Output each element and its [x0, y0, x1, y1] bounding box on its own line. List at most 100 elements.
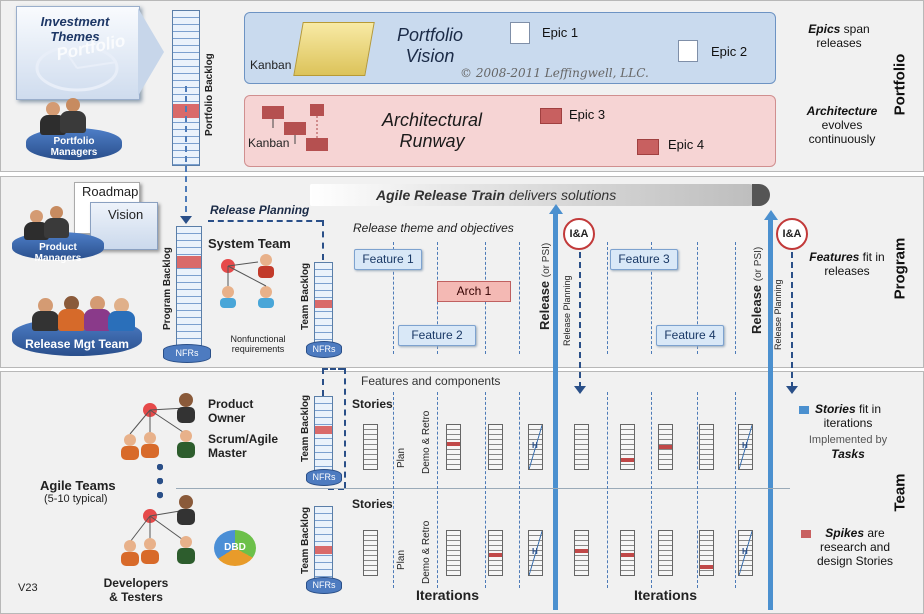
- portfolio-managers-label: Portfolio Managers: [50, 136, 98, 158]
- connector-team-v2: [322, 368, 324, 396]
- epic3-marker: [540, 108, 562, 124]
- plan-label-2: Plan: [396, 549, 407, 570]
- release-train-text: Agile Release Train delivers solutions: [376, 187, 616, 203]
- portfolio-band-label: Portfolio: [891, 53, 909, 116]
- team1-backlog-stack: [314, 396, 333, 472]
- connector-program-team-h: [208, 220, 322, 222]
- team-guide-1: [393, 392, 394, 588]
- connector-arrowhead-1: [180, 216, 192, 224]
- release-arrow-2: [768, 218, 773, 610]
- release-train-nose: [752, 184, 770, 206]
- plan-label-1: Plan: [396, 447, 407, 468]
- connector-team-v: [344, 368, 346, 488]
- spikes-note: Spikes are research and design Stories: [812, 526, 898, 568]
- program-nfrs: NFRs: [163, 344, 211, 363]
- feature-3: Feature 3: [610, 249, 678, 270]
- pm-body-2: [44, 218, 69, 238]
- architecture-note-rest: evolves continuously: [808, 118, 876, 146]
- demo-retro-label-2: Demo & Retro: [421, 520, 432, 584]
- release-arrow-1: [553, 212, 558, 610]
- feature-2: Feature 2: [398, 325, 476, 346]
- epic4-label: Epic 4: [668, 137, 705, 152]
- architecture-note-em: Architecture: [806, 104, 878, 118]
- iter-r1-5: [574, 424, 589, 470]
- iter-r1-4: H: [528, 424, 543, 470]
- iter-r1-4-h: H: [532, 441, 538, 450]
- iter-r1-2-red: [447, 442, 460, 446]
- program-guide-8: [735, 242, 736, 354]
- team1-nfrs: NFRs: [306, 469, 342, 486]
- program-guide-4: [519, 242, 520, 354]
- portfolio-backlog-label: Portfolio Backlog: [204, 53, 215, 136]
- stories-note-rest: fit in iterations: [823, 402, 882, 430]
- release-label-2: Release (or PSI): [749, 247, 764, 334]
- spikes-note-em: Spikes: [825, 526, 864, 540]
- iter-r1-2: [446, 424, 461, 470]
- pm-head-2: [50, 206, 63, 219]
- release-planning-drop-1: [579, 252, 581, 388]
- developers-org-icon: [121, 495, 195, 566]
- rm-body-3: [84, 309, 111, 331]
- ia-icon-1: I&A: [563, 218, 595, 250]
- pie-chart-icon: [35, 44, 119, 92]
- iterations-label-1: Iterations: [416, 587, 480, 603]
- kanban-vision-label: Kanban: [250, 58, 292, 72]
- iterations-label-2: Iterations: [634, 587, 698, 603]
- product-owner-org-icon: [121, 393, 195, 460]
- iter-r2-6-red: [621, 553, 634, 557]
- team-guide-8: [735, 392, 736, 588]
- iter-r1-9-h: H: [742, 441, 748, 450]
- iter-r2-3: [488, 530, 503, 576]
- stories-note-em: Stories: [814, 402, 856, 416]
- demo-retro-label-1: Demo & Retro: [421, 410, 432, 474]
- rm-body-2: [58, 309, 85, 331]
- architectural-runway-lane: [244, 95, 776, 167]
- implemented-by-label: Implemented by: [808, 434, 888, 446]
- architecture-note: Architecture evolves continuously: [796, 104, 888, 146]
- team-guide-2: [437, 392, 438, 588]
- team-guide-5: [607, 392, 608, 588]
- kanban-runway-label: Kanban: [248, 136, 290, 150]
- program-backlog-label: Program Backlog: [162, 247, 173, 330]
- program-backlog-red-item: [177, 256, 201, 268]
- release-arrowhead-2: [764, 210, 778, 220]
- pm-body-1: [24, 222, 49, 240]
- product-managers-label: Product Managers: [34, 242, 82, 264]
- product-owner-label: Product Owner: [208, 397, 254, 425]
- epic1-label: Epic 1: [542, 25, 579, 40]
- system-team-label: System Team: [208, 236, 291, 251]
- team-divider: [176, 488, 790, 489]
- rm-head-3: [90, 296, 105, 311]
- team2-backlog-label: Team Backlog: [300, 506, 311, 574]
- manager-head-2: [66, 98, 80, 112]
- release-planning-drop-head-1: [574, 386, 586, 394]
- scrum-master-label: Scrum/Agile Master: [208, 432, 279, 460]
- release-planning-label: Release Planning: [210, 203, 310, 217]
- rm-head-4: [114, 298, 129, 313]
- iter-r1-6-red: [621, 458, 634, 462]
- iter-r2-2: [446, 530, 461, 576]
- nonfunctional-label: Nonfunctional requirements: [230, 334, 286, 354]
- release-train-rest: delivers solutions: [508, 187, 617, 203]
- program-band-label: Program: [891, 237, 909, 300]
- system-team-org-icon: [220, 254, 274, 308]
- release-train-bar: [310, 184, 760, 206]
- iter-r2-9-slash: [739, 531, 752, 575]
- team1-backlog-label: Team Backlog: [300, 394, 311, 462]
- connector-team-h: [322, 368, 344, 370]
- release-psi-1: (or PSI): [541, 242, 552, 278]
- epic2-label: Epic 2: [711, 44, 748, 59]
- team2-backlog-red: [315, 546, 332, 554]
- program-guide-1: [393, 242, 394, 354]
- tasks-label: Tasks: [831, 447, 865, 461]
- feature-4: Feature 4: [656, 325, 724, 346]
- release-arrowhead-1: [549, 204, 563, 214]
- team2-backlog-stack: [314, 506, 333, 580]
- vision-label: Vision: [108, 207, 144, 222]
- release-train-em: Agile Release Train: [376, 187, 505, 203]
- iter-r2-8-red: [700, 565, 713, 569]
- program-guide-5: [607, 242, 608, 354]
- iter-r2-4-h: H: [532, 547, 538, 556]
- investment-themes-arrow: [138, 8, 164, 96]
- team-guide-7: [697, 392, 698, 588]
